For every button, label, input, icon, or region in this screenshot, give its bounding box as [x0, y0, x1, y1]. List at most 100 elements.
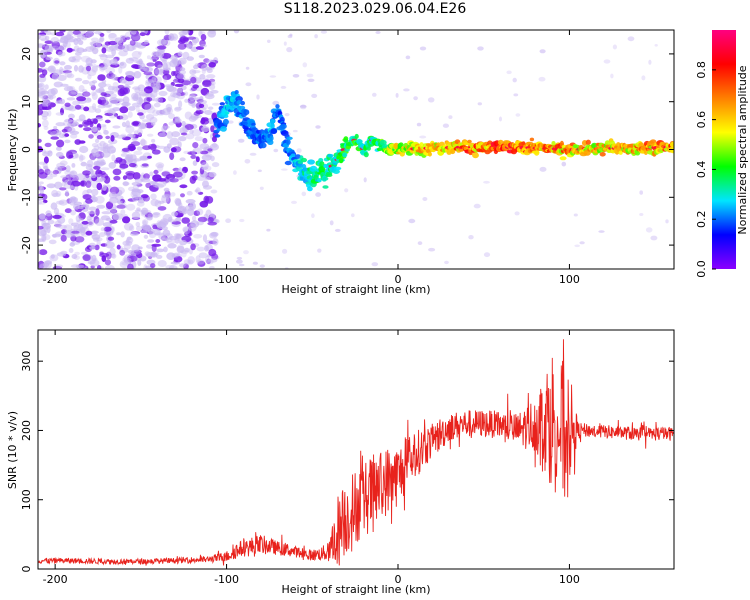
signal-point	[255, 129, 261, 134]
noise-speck	[159, 39, 168, 45]
noise-speck	[146, 216, 153, 221]
noise-speck	[192, 215, 197, 222]
noise-speck	[110, 149, 116, 153]
noise-speck	[89, 246, 96, 250]
noise-speck	[55, 122, 66, 127]
noise-speck	[176, 87, 183, 94]
noise-speck	[87, 210, 97, 215]
noise-speck	[202, 234, 208, 243]
signal-point	[269, 135, 274, 142]
noise-speck	[122, 96, 130, 104]
noise-speck	[363, 177, 367, 183]
noise-speck	[104, 112, 114, 116]
noise-speck	[116, 204, 126, 209]
signal-point	[301, 164, 307, 169]
noise-speck	[130, 30, 137, 35]
noise-speck	[138, 62, 143, 70]
noise-speck	[64, 71, 73, 78]
noise-speck	[79, 145, 89, 154]
noise-speck	[58, 199, 68, 206]
noise-speck	[284, 113, 290, 117]
noise-speck	[208, 62, 216, 68]
noise-speck	[55, 112, 64, 116]
noise-speck	[192, 160, 198, 166]
noise-speck	[419, 135, 427, 139]
signal-point	[332, 169, 340, 175]
noise-speck	[311, 213, 315, 218]
noise-speck	[375, 31, 381, 34]
noise-speck	[38, 168, 45, 175]
noise-speck	[80, 161, 87, 167]
noise-speck	[47, 219, 55, 225]
noise-speck	[190, 243, 196, 251]
noise-speck	[244, 159, 251, 164]
noise-speck	[205, 255, 210, 264]
noise-speck	[75, 77, 83, 82]
figure-title: S118.2023.029.06.04.E26	[283, 1, 467, 17]
noise-speck	[301, 191, 307, 197]
noise-speck	[126, 236, 132, 241]
noise-speck	[39, 61, 46, 68]
noise-speck	[598, 230, 605, 233]
noise-speck	[78, 218, 84, 222]
noise-speck	[55, 31, 65, 37]
noise-speck	[68, 248, 74, 253]
noise-speck	[72, 55, 82, 61]
noise-speck	[177, 51, 183, 57]
noise-speck	[299, 104, 307, 110]
noise-speck	[138, 90, 147, 98]
noise-speck	[129, 133, 136, 138]
noise-speck	[184, 98, 190, 103]
noise-speck	[104, 264, 115, 269]
noise-speck	[296, 148, 302, 154]
noise-speck	[41, 115, 48, 121]
noise-speck	[144, 39, 149, 45]
noise-speck	[131, 189, 141, 197]
noise-speck	[141, 93, 150, 97]
noise-speck	[62, 40, 68, 48]
noise-speck	[238, 263, 245, 267]
noise-speck	[52, 234, 57, 238]
noise-speck	[128, 186, 135, 192]
spectrogram-y-label: Frequency (Hz)	[6, 109, 19, 192]
noise-speck	[127, 111, 133, 118]
noise-speck	[194, 136, 204, 142]
noise-speck	[209, 78, 216, 83]
noise-speck	[73, 203, 80, 210]
noise-speck	[76, 220, 81, 224]
noise-speck	[156, 39, 167, 46]
noise-speck	[112, 81, 119, 89]
noise-speck	[403, 88, 410, 92]
noise-speck	[54, 220, 62, 229]
noise-speck	[179, 263, 186, 268]
noise-speck	[68, 154, 74, 159]
noise-speck	[39, 33, 47, 41]
signal-point	[259, 142, 267, 149]
noise-speck	[189, 175, 196, 184]
noise-speck	[134, 196, 141, 200]
noise-speck	[302, 62, 308, 68]
noise-speck	[58, 224, 67, 229]
noise-speck	[204, 245, 209, 252]
noise-speck	[71, 254, 78, 259]
noise-speck	[66, 97, 76, 101]
noise-speck	[116, 244, 121, 250]
noise-speck	[165, 125, 170, 129]
noise-speck	[371, 262, 379, 267]
signal-point	[284, 160, 292, 166]
noise-speck	[121, 147, 130, 152]
noise-speck	[206, 74, 216, 79]
signal-point	[467, 139, 472, 144]
noise-speck	[190, 220, 200, 228]
noise-speck	[183, 150, 191, 154]
signal-point	[280, 123, 287, 129]
noise-speck	[196, 259, 205, 265]
noise-speck	[144, 92, 153, 98]
signal-point	[219, 102, 225, 106]
noise-speck	[94, 30, 102, 35]
noise-speck	[648, 59, 652, 65]
noise-speck	[177, 244, 185, 253]
noise-speck	[70, 133, 78, 139]
noise-speck	[89, 259, 100, 267]
noise-speck	[174, 83, 184, 87]
